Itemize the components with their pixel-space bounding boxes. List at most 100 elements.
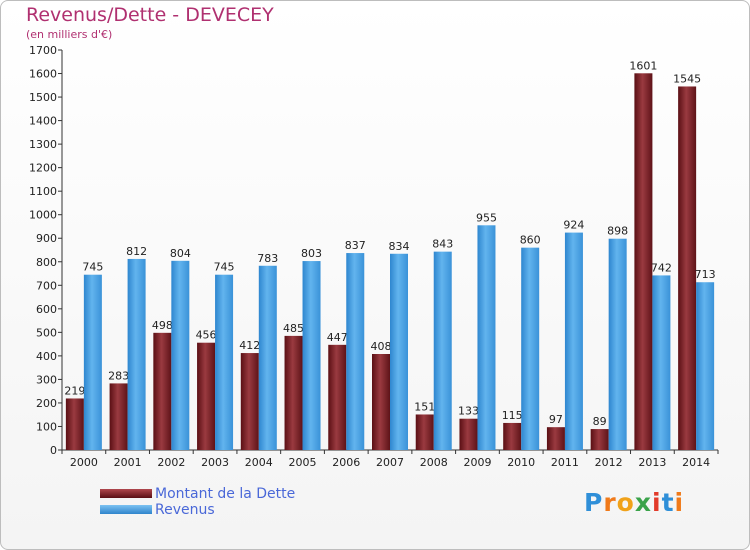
bar-revenus xyxy=(433,251,452,450)
y-tick-label: 400 xyxy=(36,350,57,363)
y-tick-label: 600 xyxy=(36,303,57,316)
data-label-dette: 283 xyxy=(108,369,129,382)
bar-revenus xyxy=(215,274,234,450)
bar-dette xyxy=(240,353,259,450)
bar-dette xyxy=(415,414,434,450)
bar-dette xyxy=(328,344,347,450)
logo-letter: t xyxy=(661,488,675,517)
bar-revenus xyxy=(564,232,583,450)
y-tick-label: 1400 xyxy=(29,115,57,128)
data-label-dette: 412 xyxy=(239,339,260,352)
y-tick-label: 1700 xyxy=(29,44,57,57)
chart-subtitle: (en milliers d'€) xyxy=(26,28,113,41)
x-tick-label: 2013 xyxy=(638,456,666,469)
data-label-revenus: 955 xyxy=(476,211,497,224)
legend-swatch-revenus xyxy=(100,505,152,514)
data-label-revenus: 924 xyxy=(563,219,584,232)
x-tick-label: 2000 xyxy=(70,456,98,469)
data-label-revenus: 812 xyxy=(126,245,147,258)
x-tick-label: 2009 xyxy=(463,456,491,469)
data-label-revenus: 713 xyxy=(695,268,716,281)
y-tick-label: 1500 xyxy=(29,91,57,104)
data-label-dette: 498 xyxy=(152,319,173,332)
bar-dette xyxy=(678,86,697,451)
y-tick-label: 200 xyxy=(36,397,57,410)
x-tick-label: 2014 xyxy=(682,456,710,469)
bar-revenus xyxy=(302,261,321,450)
bar-dette xyxy=(197,342,216,450)
bar-dette xyxy=(109,383,128,450)
y-tick-label: 1600 xyxy=(29,68,57,81)
data-label-revenus: 860 xyxy=(520,234,541,247)
y-tick-label: 900 xyxy=(36,232,57,245)
data-label-dette: 151 xyxy=(414,400,435,413)
logo-letter: o xyxy=(616,488,635,517)
data-label-revenus: 837 xyxy=(345,239,366,252)
bar-revenus xyxy=(608,238,627,450)
data-label-dette: 1601 xyxy=(629,59,657,72)
data-label-revenus: 745 xyxy=(82,261,103,274)
data-label-dette: 133 xyxy=(458,405,479,418)
data-label-dette: 485 xyxy=(283,322,304,335)
data-label-dette: 447 xyxy=(327,331,348,344)
logo-letter: x xyxy=(634,488,652,517)
data-label-revenus: 742 xyxy=(651,261,672,274)
x-tick-label: 2011 xyxy=(551,456,579,469)
data-label-revenus: 834 xyxy=(389,240,410,253)
y-tick-label: 0 xyxy=(50,444,57,457)
bar-revenus xyxy=(127,258,146,450)
bar-revenus xyxy=(652,275,671,450)
y-tick-label: 800 xyxy=(36,256,57,269)
proxiti-logo: Proxiti xyxy=(584,488,684,517)
logo-letter: i xyxy=(652,488,662,517)
bar-dette xyxy=(153,332,172,450)
chart-title: Revenus/Dette - DEVECEY xyxy=(26,4,274,26)
x-tick-label: 2007 xyxy=(376,456,404,469)
x-tick-label: 2008 xyxy=(420,456,448,469)
bar-dette xyxy=(546,427,565,450)
x-tick-label: 2012 xyxy=(595,456,623,469)
x-tick-label: 2001 xyxy=(114,456,142,469)
logo-letter: P xyxy=(584,488,604,517)
data-label-dette: 219 xyxy=(64,384,85,397)
bar-revenus xyxy=(258,265,277,450)
data-label-dette: 97 xyxy=(549,413,563,426)
x-tick-label: 2004 xyxy=(245,456,273,469)
bar-dette xyxy=(284,335,303,450)
bar-revenus xyxy=(390,253,408,450)
bar-dette xyxy=(503,422,522,450)
data-label-dette: 89 xyxy=(593,415,607,428)
data-label-dette: 408 xyxy=(371,340,392,353)
x-tick-label: 2006 xyxy=(332,456,360,469)
y-tick-label: 700 xyxy=(36,279,57,292)
x-tick-label: 2005 xyxy=(289,456,317,469)
data-label-dette: 1545 xyxy=(673,72,701,85)
y-tick-label: 1200 xyxy=(29,162,57,175)
bar-dette xyxy=(634,73,653,450)
y-tick-label: 1300 xyxy=(29,138,57,151)
y-tick-label: 100 xyxy=(36,420,57,433)
bar-revenus xyxy=(477,225,496,450)
data-label-revenus: 843 xyxy=(432,238,453,251)
y-tick-label: 500 xyxy=(36,326,57,339)
data-label-dette: 115 xyxy=(502,409,523,422)
legend-label-revenus: Revenus xyxy=(155,502,215,518)
bar-revenus xyxy=(83,274,102,450)
bar-dette xyxy=(590,429,609,450)
y-tick-label: 1000 xyxy=(29,209,57,222)
data-label-revenus: 804 xyxy=(170,247,191,260)
bar-revenus xyxy=(346,253,365,450)
bar-revenus xyxy=(171,260,190,450)
bar-dette xyxy=(65,398,84,450)
bar-revenus xyxy=(696,282,715,450)
data-label-revenus: 803 xyxy=(301,247,322,260)
x-tick-label: 2002 xyxy=(157,456,185,469)
data-label-revenus: 783 xyxy=(257,252,278,265)
x-tick-label: 2010 xyxy=(507,456,535,469)
legend-label-dette: Montant de la Dette xyxy=(155,486,296,502)
logo-letter: i xyxy=(674,488,685,517)
y-tick-label: 1100 xyxy=(29,185,57,198)
bar-dette xyxy=(372,354,390,450)
data-label-revenus: 745 xyxy=(214,261,235,274)
